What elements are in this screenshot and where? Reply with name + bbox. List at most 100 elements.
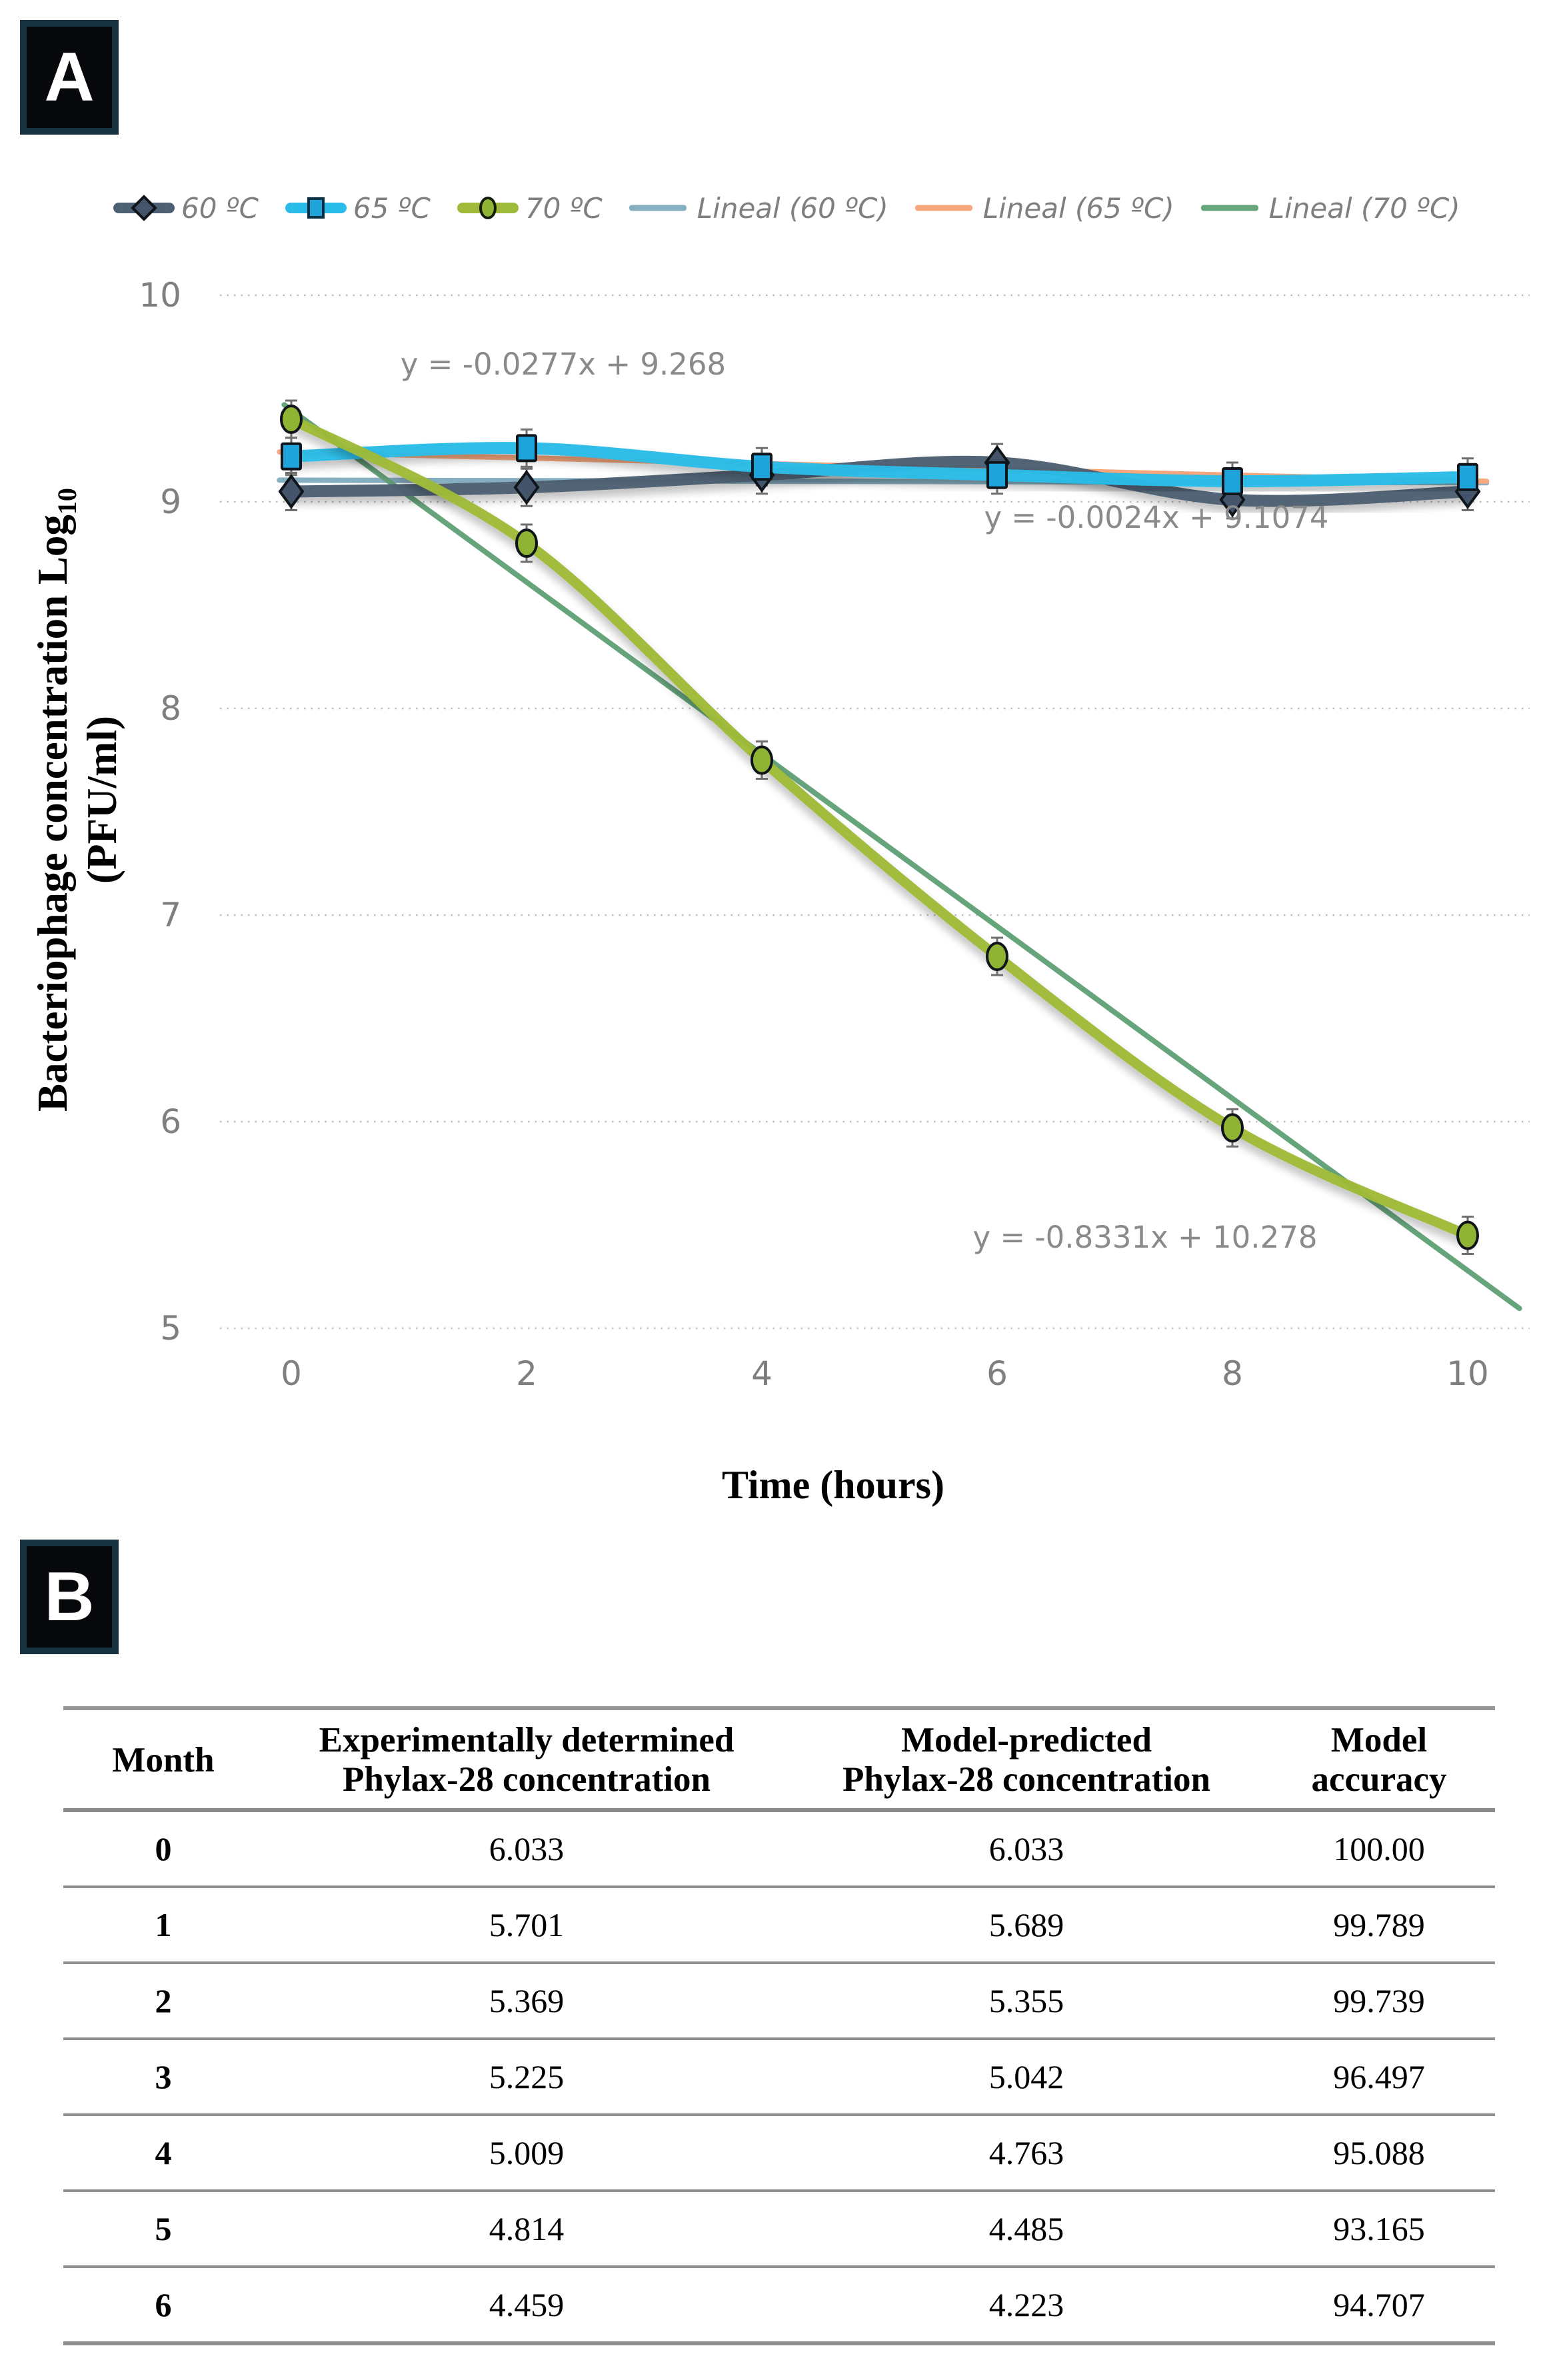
cell-r2-c1: 5.369 — [263, 1962, 790, 2040]
table-row-month-6: 6 4.459 4.223 94.707 — [63, 2266, 1495, 2345]
legend-label: Lineal (60 ºC) — [697, 191, 888, 225]
legend-item-65-c: 65 ºC — [285, 191, 431, 225]
column-header-month: Month — [63, 1706, 263, 1812]
legend-label: 65 ºC — [353, 191, 431, 225]
marker-65-c-2 — [751, 453, 772, 481]
chart-legend: 60 ºC 65 ºC 70 ºC Lineal (60 ºC) Lineal (65 … — [113, 191, 1460, 225]
equation-annotation-1: y = -0.0024x + 9.1074 — [984, 500, 1328, 535]
y-axis-unit: (PFU/ml) — [79, 716, 125, 884]
marker-65-c-0 — [281, 442, 302, 471]
cell-r6-c2: 4.223 — [790, 2266, 1263, 2345]
trend-line-swatch — [914, 191, 976, 225]
accuracy-table: Month Experimentally determined Phylax-28 … — [63, 1706, 1495, 2345]
column-header-experimentally-determined-phylax-28-concentration: Experimentally determined Phylax-28 conce… — [263, 1706, 790, 1812]
cell-r3-c3: 96.497 — [1263, 2038, 1495, 2116]
table-row-month-2: 2 5.369 5.355 99.739 — [63, 1962, 1495, 2040]
marker-60-c-1 — [513, 469, 540, 505]
cell-r1-c2: 5.689 — [790, 1886, 1263, 1964]
table-row-month-3: 3 5.225 5.042 96.497 — [63, 2038, 1495, 2116]
cell-r5-c1: 4.814 — [263, 2190, 790, 2268]
panel-b-label: B — [20, 1540, 119, 1654]
cell-r0-c0: 0 — [63, 1809, 263, 1888]
marker-70-c-2 — [751, 745, 773, 775]
marker-65-c-1 — [516, 434, 537, 463]
y-tick-9: 9 — [160, 483, 181, 521]
legend-label: 70 ºC — [525, 191, 603, 225]
marker-70-c-4 — [1221, 1113, 1244, 1143]
square-marker-icon — [285, 191, 347, 225]
cell-r4-c1: 5.009 — [263, 2114, 790, 2192]
circle-marker-icon — [457, 191, 519, 225]
legend-item-lineal-65-c: Lineal (65 ºC) — [914, 191, 1174, 225]
table-row-month-0: 0 6.033 6.033 100.00 — [63, 1809, 1495, 1888]
table-row-month-1: 1 5.701 5.689 99.789 — [63, 1886, 1495, 1964]
cell-r6-c1: 4.459 — [263, 2266, 790, 2345]
legend-label: 60 ºC — [181, 191, 259, 225]
trend-line-swatch — [1200, 191, 1262, 225]
cell-r1-c3: 99.789 — [1263, 1886, 1495, 1964]
cell-r1-c1: 5.701 — [263, 1886, 790, 1964]
marker-70-c-3 — [986, 942, 1008, 971]
legend-label: Lineal (70 ºC) — [1268, 191, 1460, 225]
legend-item-70-c: 70 ºC — [457, 191, 603, 225]
marker-70-c-1 — [515, 529, 538, 558]
y-tick-5: 5 — [160, 1309, 181, 1348]
cell-r2-c3: 99.739 — [1263, 1962, 1495, 2040]
cell-r5-c3: 93.165 — [1263, 2190, 1495, 2268]
x-tick-2: 2 — [516, 1354, 537, 1393]
cell-r3-c1: 5.225 — [263, 2038, 790, 2116]
marker-65-c-3 — [986, 461, 1008, 489]
column-header-model-accuracy: Model accuracy — [1263, 1706, 1495, 1812]
y-tick-10: 10 — [139, 276, 181, 315]
y-tick-6: 6 — [160, 1102, 181, 1141]
cell-r5-c0: 5 — [63, 2190, 263, 2268]
y-tick-7: 7 — [160, 896, 181, 934]
x-tick-10: 10 — [1446, 1354, 1489, 1393]
equation-annotation-2: y = -0.8331x + 10.278 — [972, 1220, 1317, 1255]
panel-a-label: A — [20, 20, 119, 135]
marker-65-c-5 — [1457, 463, 1478, 491]
cell-r4-c0: 4 — [63, 2114, 263, 2192]
cell-r0-c1: 6.033 — [263, 1809, 790, 1888]
x-tick-4: 4 — [751, 1354, 772, 1393]
series-line-65-c — [285, 442, 1474, 488]
y-axis-title: Bacteriophage concentration Log10 — [29, 488, 82, 1112]
x-tick-6: 6 — [986, 1354, 1008, 1393]
line-chart: 10 9 8 7 6 5 Bacteriophage concentration Log10… — [29, 276, 1530, 1507]
equation-annotation-0: y = -0.0277x + 9.268 — [401, 347, 726, 382]
cell-r1-c0: 1 — [63, 1886, 263, 1964]
series-line-70-c — [286, 414, 1473, 1240]
column-header-model-predicted-phylax-28-concentration: Model-predicted Phylax-28 concentration — [790, 1706, 1263, 1812]
legend-item-60-c: 60 ºC — [113, 191, 259, 225]
diamond-marker-icon — [113, 191, 175, 225]
table-row-month-4: 4 5.009 4.763 95.088 — [63, 2114, 1495, 2192]
cell-r2-c2: 5.355 — [790, 1962, 1263, 2040]
cell-r4-c2: 4.763 — [790, 2114, 1263, 2192]
cell-r2-c0: 2 — [63, 1962, 263, 2040]
marker-70-c-0 — [280, 405, 303, 434]
y-tick-8: 8 — [160, 689, 181, 728]
table-header-row: Month Experimentally determined Phylax-28 … — [63, 1706, 1495, 1812]
cell-r4-c3: 95.088 — [1263, 2114, 1495, 2192]
table-row-month-5: 5 4.814 4.485 93.165 — [63, 2190, 1495, 2268]
cell-r0-c3: 100.00 — [1263, 1809, 1495, 1888]
cell-r6-c3: 94.707 — [1263, 2266, 1495, 2345]
marker-65-c-4 — [1222, 467, 1243, 495]
cell-r0-c2: 6.033 — [790, 1809, 1263, 1888]
legend-item-lineal-60-c: Lineal (60 ºC) — [629, 191, 888, 225]
legend-label: Lineal (65 ºC) — [982, 191, 1174, 225]
x-axis-title: Time (hours) — [722, 1463, 944, 1507]
legend-item-lineal-70-c: Lineal (70 ºC) — [1200, 191, 1460, 225]
trend-line-swatch — [629, 191, 691, 225]
trendline-lineal-70-c — [281, 402, 1522, 1312]
gridlines — [220, 294, 1530, 1330]
x-tick-8: 8 — [1222, 1354, 1243, 1393]
cell-r3-c2: 5.042 — [790, 2038, 1263, 2116]
cell-r6-c0: 6 — [63, 2266, 263, 2345]
cell-r3-c0: 3 — [63, 2038, 263, 2116]
marker-70-c-5 — [1456, 1220, 1479, 1250]
marker-60-c-0 — [278, 474, 305, 509]
cell-r5-c2: 4.485 — [790, 2190, 1263, 2268]
x-tick-0: 0 — [281, 1354, 302, 1393]
